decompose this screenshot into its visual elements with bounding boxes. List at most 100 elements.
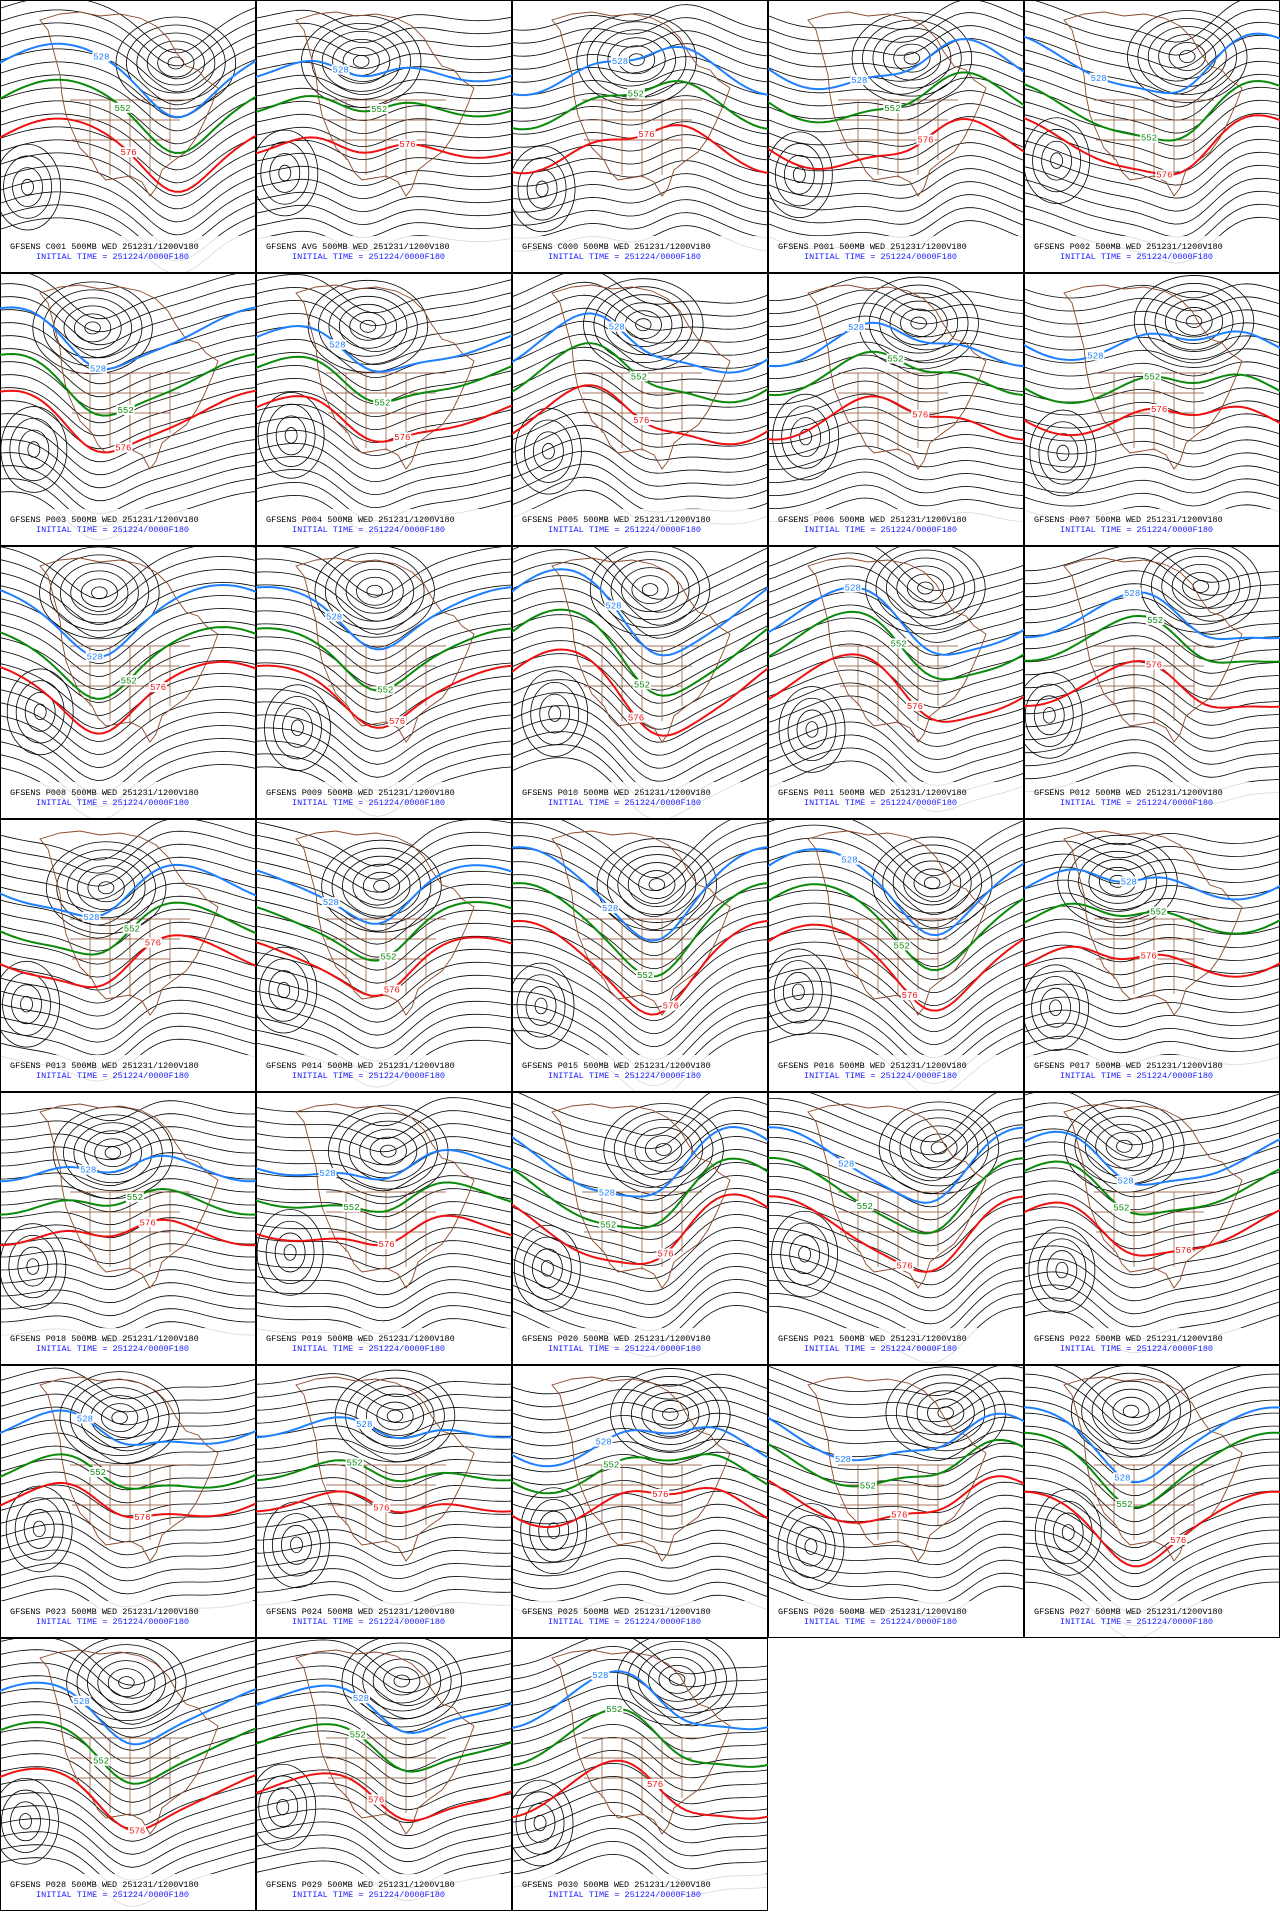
contour-line (512, 273, 768, 305)
low-contour (607, 37, 666, 83)
contour-line (256, 1730, 512, 1772)
caption-bg (769, 236, 1023, 272)
height-contour (512, 568, 768, 657)
contour-line (1024, 1206, 1280, 1250)
high-contour (515, 1791, 565, 1855)
low-contour (1179, 50, 1196, 63)
caption-bg (1, 1601, 255, 1637)
low-contour (627, 1640, 727, 1718)
high-contour (533, 1814, 547, 1832)
height-contour (1024, 1490, 1280, 1568)
contour-line (1024, 892, 1280, 911)
contour-line (0, 1714, 256, 1764)
contour-line (0, 1638, 256, 1686)
contour-line (1024, 164, 1280, 212)
state-borders (838, 1191, 958, 1270)
contour-line (512, 653, 768, 717)
high-contour (24, 691, 56, 732)
low-contour (355, 1385, 435, 1447)
low-contour (1185, 315, 1203, 328)
label-bg (916, 134, 935, 145)
contour-line (1024, 1464, 1280, 1523)
coastline (39, 1103, 219, 1289)
low-contour (70, 570, 129, 616)
caption-bg (257, 1328, 511, 1364)
contour-label: 528 (83, 913, 99, 923)
label-bg (72, 1695, 91, 1706)
coastline (295, 557, 475, 743)
high-contour (781, 405, 831, 469)
map-panel: 528 552 576 GFSENS AVG 500MB WED 251231/120… (256, 0, 512, 273)
contour-line (1024, 726, 1280, 765)
contour-label: 576 (384, 986, 400, 996)
contour-label: 528 (356, 1420, 372, 1430)
contour-line (1024, 1477, 1280, 1536)
high-contour (529, 1499, 579, 1563)
caption-bg (1025, 236, 1279, 272)
contour-line (512, 1749, 768, 1792)
contour-label: 576 (129, 1826, 145, 1836)
label-bg (79, 1164, 98, 1175)
contour-line (256, 1399, 512, 1423)
height-contour (768, 118, 1024, 171)
contour-line (1024, 1529, 1280, 1588)
contour-line (1024, 635, 1280, 674)
contour-line (256, 727, 512, 778)
contour-line (512, 978, 768, 1047)
label-bg (1149, 906, 1168, 917)
height-contour (512, 846, 768, 942)
contour-line (256, 455, 512, 496)
map-panel: 528 552 576 GFSENS P001 500MB WED 251231/12… (768, 0, 1024, 273)
contour-line (512, 147, 768, 174)
height-contour (512, 1426, 768, 1468)
contour-line (768, 967, 1024, 1032)
contour-line (256, 1834, 512, 1876)
low-contour (910, 316, 927, 330)
contour-line (512, 1542, 768, 1564)
panel-title: GFSENS P013 500MB WED 251231/1200V180 (10, 1061, 199, 1071)
contour-line (512, 1762, 768, 1805)
contour-line (256, 22, 512, 44)
label-bg (627, 712, 646, 723)
contour-line (512, 1188, 768, 1240)
contour-line (768, 168, 1024, 199)
caption-bg (769, 782, 1023, 818)
contour-line (0, 335, 256, 385)
contour-label: 552 (124, 925, 140, 935)
map-panel: 528 552 576 GFSENS P024 500MB WED 251231/12… (256, 1365, 512, 1638)
high-contour (1024, 672, 1083, 759)
map-panel: 528 552 576 GFSENS C000 500MB WED 251231/12… (512, 0, 768, 273)
contour-line (1024, 1399, 1280, 1458)
contour-line (768, 819, 1024, 876)
contour-line (0, 724, 256, 781)
low-contour (74, 313, 112, 343)
contour-line (512, 549, 768, 613)
high-contour (531, 1248, 563, 1289)
contour-line (768, 1098, 1024, 1156)
low-contour (1112, 1396, 1150, 1426)
panel-subtitle: INITIAL TIME = 251224/0000F180 (548, 1617, 701, 1627)
high-contour (547, 1522, 561, 1539)
panel-title: GFSENS P022 500MB WED 251231/1200V180 (1034, 1334, 1223, 1344)
contour-line (512, 17, 768, 44)
high-contour (539, 693, 571, 734)
high-contour (768, 131, 833, 219)
low-contour (603, 294, 683, 356)
contour-line (256, 675, 512, 726)
contour-line (768, 1254, 1024, 1312)
coastline (807, 830, 987, 1016)
label-bg (355, 1418, 374, 1429)
high-contour (512, 1779, 574, 1867)
high-contour (265, 1220, 315, 1285)
contour-line (256, 1503, 512, 1527)
low-contour (1144, 283, 1244, 360)
label-bg (637, 129, 656, 140)
panel-title: GFSENS P003 500MB WED 251231/1200V180 (10, 515, 199, 525)
high-contour (516, 974, 566, 1038)
low-contour (596, 838, 718, 931)
label-bg (379, 951, 398, 962)
map-panel: 528 552 576 GFSENS P003 500MB WED 251231/12… (0, 273, 256, 546)
low-contour (321, 839, 442, 933)
contour-line (512, 411, 768, 448)
contour-line (768, 194, 1024, 225)
